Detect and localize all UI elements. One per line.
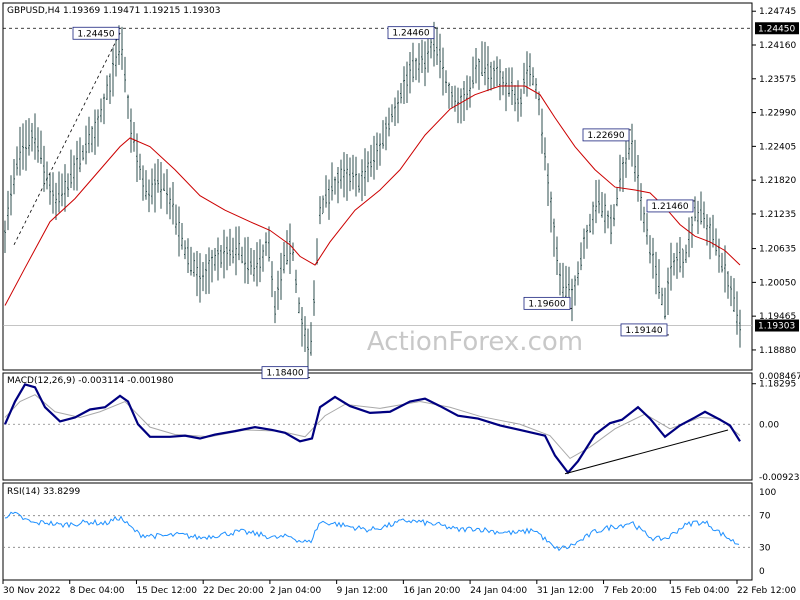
time-axis-label: 7 Feb 20:00 — [604, 586, 658, 596]
rsi-panel — [2, 482, 753, 581]
time-axis-label: 24 Jan 04:00 — [470, 586, 527, 596]
annotation-box — [72, 26, 120, 40]
price-axis-label: 1.18295 — [759, 380, 796, 390]
macd-panel — [2, 372, 753, 481]
time-axis-label: 16 Jan 20:00 — [403, 586, 460, 596]
price-axis-label: 1.18880 — [759, 346, 796, 356]
annotation-label: 1.24450 — [77, 29, 114, 39]
rsi-line — [4, 511, 740, 552]
symbol-label: GBPUSD,H4 1.19369 1.19471 1.19215 1.1930… — [7, 6, 220, 16]
macd-axis-label: -0.009233 — [759, 473, 800, 483]
annotation-box — [620, 323, 668, 337]
annotation-box — [523, 296, 571, 310]
time-axis-label: 2 Jan 04:00 — [270, 586, 322, 596]
price-axis-highlight — [755, 22, 799, 35]
time-axis-label: 22 Dec 20:00 — [203, 586, 264, 596]
macd-main-line — [3, 383, 741, 475]
rally-trendline — [13, 30, 122, 246]
annotation-box — [387, 26, 435, 40]
time-axis-label: 30 Nov 2022 — [3, 586, 61, 596]
price-layer: 1.24450 1.24460 1.22690 1.21460 1.19600 1.191… — [3, 21, 752, 380]
price-axis-highlight-label: 1.24450 — [758, 24, 795, 34]
rsi-label: RSI(14) 33.8299 — [7, 487, 80, 497]
macd-label: MACD(12,26,9) -0.003114 -0.001980 — [7, 376, 174, 386]
rsi-axis-label: 30 — [759, 543, 771, 553]
moving-average-line — [4, 85, 741, 306]
annotation-box — [261, 366, 309, 380]
annotation-label: 1.22690 — [587, 131, 624, 141]
time-axis-label: 15 Dec 12:00 — [136, 586, 197, 596]
price-axis-label: 1.19465 — [759, 312, 796, 322]
time-axis-label: 9 Jan 12:00 — [337, 586, 389, 596]
price-axis-label: 1.23575 — [759, 75, 796, 85]
price-axis-label: 1.24745 — [759, 7, 796, 17]
watermark: ActionForex.com — [367, 327, 583, 357]
macd-trendline — [564, 429, 729, 475]
annotation-label: 1.18400 — [266, 369, 303, 379]
rsi-axis-label: 0 — [759, 567, 765, 577]
annotation-label: 1.24460 — [392, 29, 429, 39]
time-axis-label: 22 Feb 12:00 — [737, 586, 796, 596]
price-axis-highlight — [755, 319, 799, 332]
macd-axis-label: 0.00 — [759, 420, 779, 430]
rsi-axis-label: 100 — [759, 488, 776, 498]
macd-signal-line — [4, 394, 741, 460]
price-axis-label: 1.21235 — [759, 210, 796, 220]
price-axis-label: 1.20050 — [759, 278, 796, 288]
axis-layer: 1.24745 1.24160 1.23575 1.22990 1.22405 1.218… — [2, 7, 800, 596]
annotation-label: 1.19600 — [528, 299, 565, 309]
macd-layer — [3, 383, 752, 475]
time-axis-label: 15 Feb 04:00 — [670, 586, 729, 596]
price-axis-label: 1.24160 — [759, 41, 796, 51]
price-axis-label: 1.22405 — [759, 142, 796, 152]
annotation-box — [646, 199, 694, 213]
annotation-box — [582, 128, 630, 142]
price-axis-label: 1.22990 — [759, 109, 796, 119]
price-axis-label: 1.21820 — [759, 176, 796, 186]
rsi-layer — [3, 511, 752, 552]
time-axis-label: 31 Jan 12:00 — [537, 586, 594, 596]
annotation-label: 1.21460 — [651, 202, 688, 212]
annotation-label: 1.19140 — [625, 326, 662, 336]
rsi-axis-label: 70 — [759, 512, 771, 522]
macd-axis-label: 0.008467 — [759, 372, 800, 382]
price-panel — [2, 2, 753, 371]
time-axis-label: 8 Dec 04:00 — [70, 586, 125, 596]
price-axis-label: 1.20635 — [759, 245, 796, 255]
price-axis-highlight-label: 1.19303 — [758, 322, 795, 332]
